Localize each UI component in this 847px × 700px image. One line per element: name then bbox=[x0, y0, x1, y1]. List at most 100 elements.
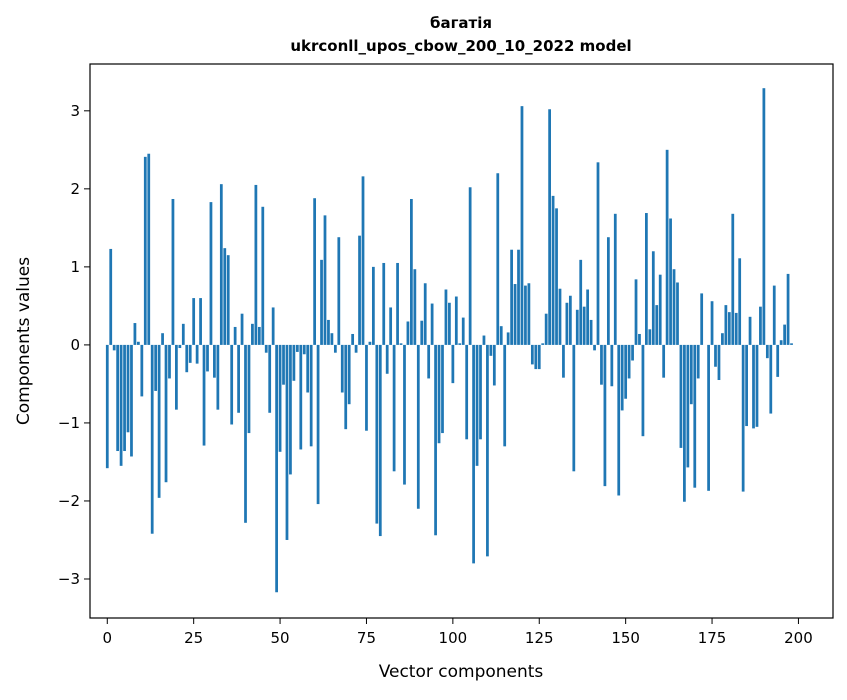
bar bbox=[151, 345, 154, 534]
bar bbox=[407, 321, 410, 344]
bar bbox=[600, 345, 603, 385]
bar bbox=[227, 255, 230, 345]
bar bbox=[614, 214, 617, 345]
y-tick-label: 2 bbox=[70, 180, 80, 198]
bar bbox=[410, 199, 413, 345]
bar bbox=[445, 290, 448, 345]
bar bbox=[334, 345, 337, 353]
bar bbox=[662, 345, 665, 378]
bar bbox=[303, 345, 306, 354]
bar bbox=[472, 345, 475, 563]
bar bbox=[628, 345, 631, 379]
bar bbox=[517, 250, 520, 345]
bar bbox=[572, 345, 575, 471]
x-tick-label: 175 bbox=[698, 629, 727, 647]
bar bbox=[310, 345, 313, 446]
bar bbox=[351, 334, 354, 345]
bar bbox=[697, 345, 700, 379]
bar bbox=[158, 345, 161, 498]
bar bbox=[178, 345, 181, 348]
bar bbox=[731, 214, 734, 345]
bar bbox=[569, 296, 572, 345]
bar bbox=[469, 187, 472, 345]
bar bbox=[206, 345, 209, 372]
bar bbox=[790, 343, 793, 345]
bar bbox=[192, 298, 195, 345]
bar bbox=[455, 297, 458, 345]
bar bbox=[642, 345, 645, 436]
bar bbox=[638, 334, 641, 345]
bar bbox=[279, 345, 282, 452]
bar bbox=[680, 345, 683, 448]
bar bbox=[154, 345, 157, 391]
bar bbox=[272, 307, 275, 344]
bar bbox=[320, 260, 323, 345]
bar bbox=[185, 345, 188, 372]
bar bbox=[369, 342, 372, 345]
bar bbox=[417, 345, 420, 509]
bar bbox=[434, 345, 437, 535]
bar bbox=[389, 307, 392, 344]
bar bbox=[707, 345, 710, 491]
bar bbox=[324, 215, 327, 345]
bar bbox=[745, 345, 748, 426]
bar bbox=[199, 298, 202, 345]
bar bbox=[776, 345, 779, 377]
y-tick-label: 1 bbox=[70, 258, 80, 276]
bar bbox=[552, 196, 555, 345]
bar bbox=[393, 345, 396, 471]
bar bbox=[165, 345, 168, 482]
bar bbox=[161, 333, 164, 345]
bar bbox=[780, 340, 783, 345]
bar bbox=[451, 345, 454, 383]
bar bbox=[586, 290, 589, 345]
bar bbox=[140, 345, 143, 397]
bar bbox=[566, 303, 569, 345]
bar bbox=[645, 213, 648, 345]
bar bbox=[676, 282, 679, 344]
bar bbox=[268, 345, 271, 413]
bar bbox=[728, 312, 731, 345]
bar bbox=[216, 345, 219, 410]
bar bbox=[362, 176, 365, 345]
bar bbox=[182, 324, 185, 345]
bar bbox=[514, 284, 517, 345]
bar bbox=[690, 345, 693, 404]
bar bbox=[358, 236, 361, 345]
bar bbox=[742, 345, 745, 492]
bar bbox=[659, 275, 662, 345]
bar bbox=[223, 248, 226, 345]
bar bbox=[673, 269, 676, 345]
bar bbox=[275, 345, 278, 592]
x-tick-label: 75 bbox=[357, 629, 376, 647]
bar bbox=[503, 345, 506, 446]
bar bbox=[355, 345, 358, 353]
bar bbox=[510, 250, 513, 345]
bar bbox=[293, 345, 296, 381]
bar bbox=[607, 237, 610, 345]
bar bbox=[669, 219, 672, 345]
bar bbox=[282, 345, 285, 385]
bar bbox=[521, 106, 524, 345]
bar bbox=[583, 307, 586, 345]
bar bbox=[562, 345, 565, 378]
bar bbox=[255, 185, 258, 345]
bar bbox=[617, 345, 620, 496]
bar bbox=[348, 345, 351, 404]
bar bbox=[500, 326, 503, 345]
bar bbox=[448, 303, 451, 345]
bar bbox=[265, 345, 268, 353]
bar bbox=[372, 267, 375, 345]
bar bbox=[493, 345, 496, 386]
bar bbox=[648, 329, 651, 345]
y-tick-label: −1 bbox=[58, 414, 80, 432]
bar bbox=[738, 258, 741, 345]
bar bbox=[769, 345, 772, 414]
bar bbox=[541, 343, 544, 345]
bar bbox=[413, 269, 416, 345]
bar bbox=[559, 289, 562, 345]
bar bbox=[531, 345, 534, 365]
bar bbox=[137, 342, 140, 345]
